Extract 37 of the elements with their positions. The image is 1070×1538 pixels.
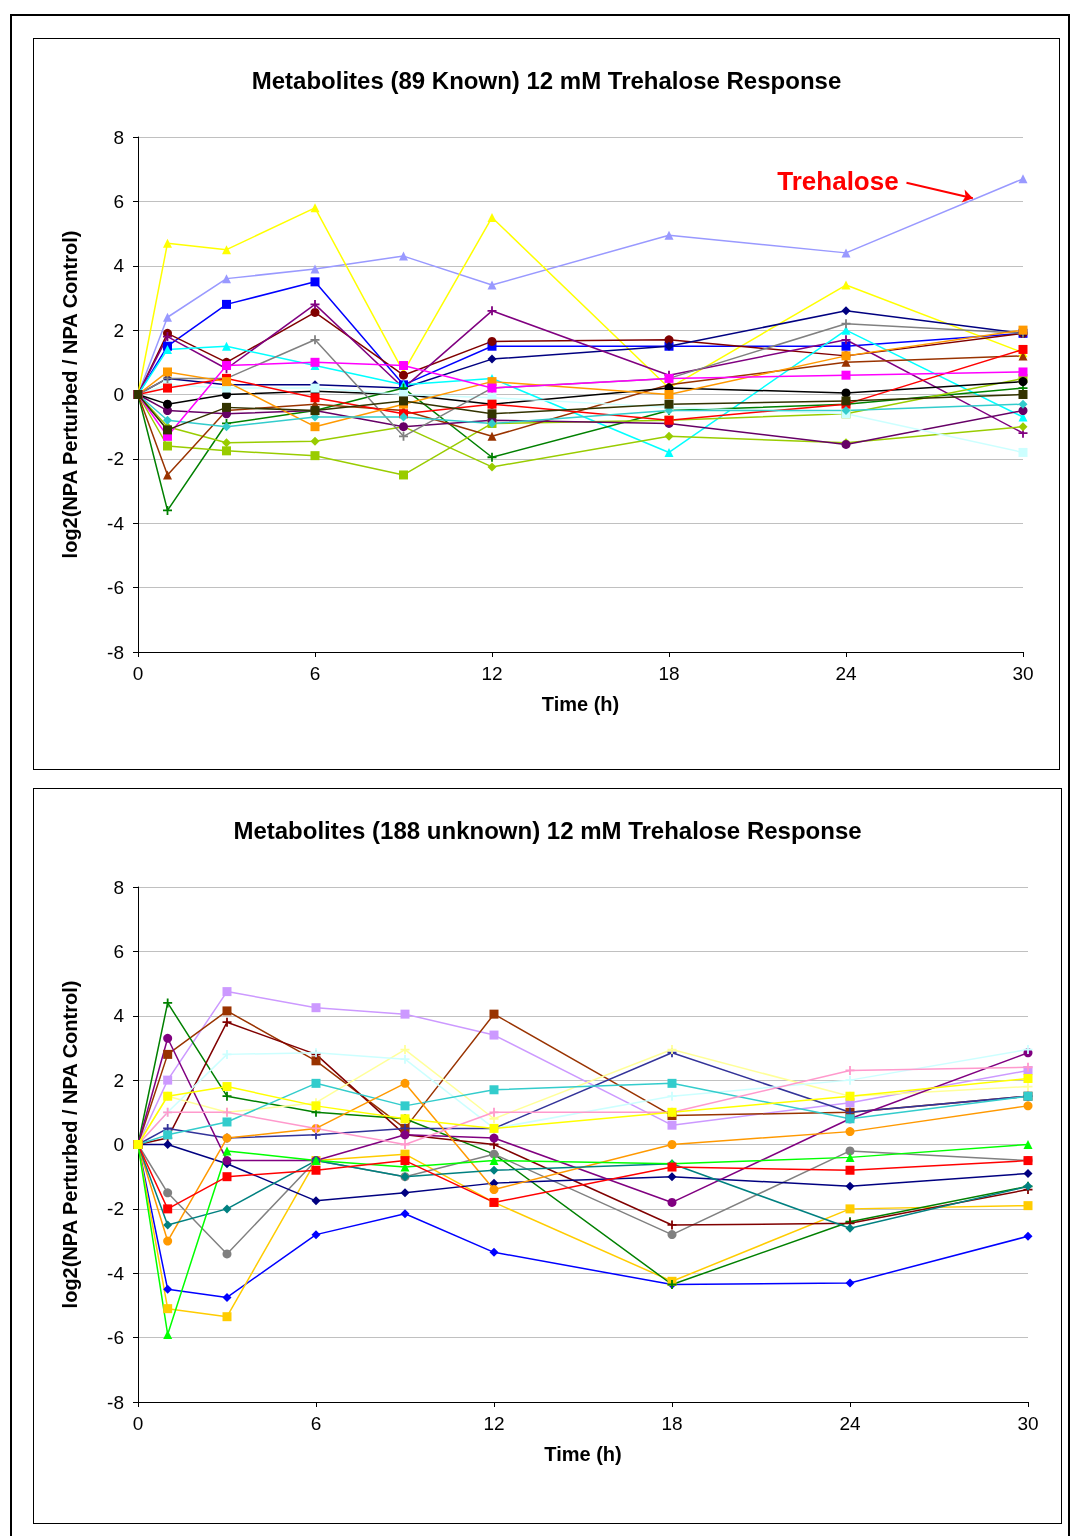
x-tick-label: 12 (481, 663, 503, 684)
x-axis-title: Time (h) (541, 693, 620, 715)
y-tick-label: -4 (107, 512, 125, 534)
x-axis-title: Time (h) (544, 1443, 622, 1465)
x-tick-label: 24 (835, 663, 857, 684)
y-tick-label: -8 (107, 1391, 124, 1413)
x-tick-label: 6 (309, 663, 321, 684)
y-tick-label: -6 (107, 1327, 124, 1349)
y-tick-label: 0 (113, 384, 124, 405)
y-tick-label: -6 (107, 577, 124, 599)
y-tick-label: 6 (113, 190, 124, 212)
annotation: Trehalose (777, 165, 899, 196)
y-axis-title: log2(NPA Perturbed / NPA Control) (59, 980, 81, 1309)
x-tick-label: 12 (483, 1413, 505, 1434)
x-tick-label: 18 (658, 663, 680, 684)
x-tick-label: 30 (1017, 1413, 1039, 1434)
y-tick-label: 4 (113, 1005, 125, 1027)
x-tick-label: 6 (310, 1413, 322, 1434)
y-tick-label: 2 (113, 1069, 124, 1091)
y-tick-label: -2 (107, 448, 124, 470)
y-tick-label: -4 (107, 1262, 125, 1284)
y-tick-label: 4 (113, 255, 125, 277)
y-tick-label: 8 (113, 126, 124, 148)
y-tick-label: 2 (113, 319, 124, 341)
x-tick-label: 0 (132, 1413, 144, 1434)
y-axis-title: log2(NPA Perturbed / NPA Control) (59, 230, 81, 559)
y-tick-label: -8 (107, 641, 124, 663)
y-tick-label: 0 (113, 1134, 124, 1155)
chart-title: Metabolites (188 unknown) 12 mM Trehalose Response (233, 816, 862, 844)
y-tick-label: 8 (113, 876, 124, 898)
chart-title: Metabolites (89 Known) 12 mM Trehalose Response (251, 66, 842, 94)
x-tick-label: 30 (1012, 663, 1034, 684)
x-tick-label: 24 (839, 1413, 861, 1434)
y-tick-label: -2 (107, 1198, 124, 1220)
x-tick-label: 18 (661, 1413, 683, 1434)
y-tick-label: 6 (113, 940, 124, 962)
x-tick-label: 0 (132, 663, 144, 684)
